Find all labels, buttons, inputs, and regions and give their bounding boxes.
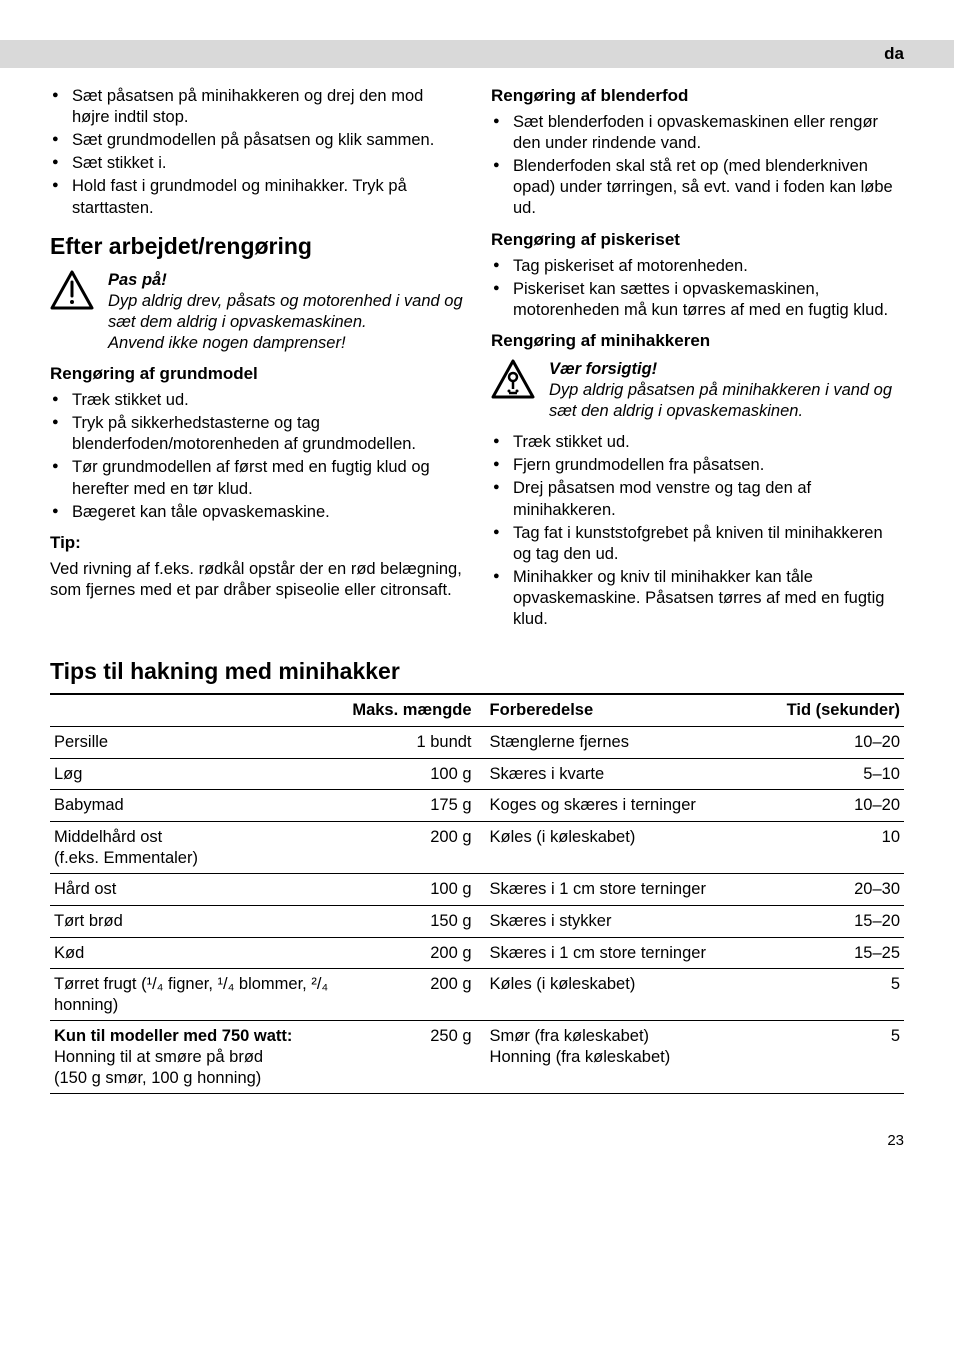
caution-title: Vær forsigtig! <box>549 359 904 380</box>
list-item: Sæt påsatsen på minihakkeren og drej den… <box>50 86 463 128</box>
heading-blenderfod: Rengøring af blenderfod <box>491 86 904 106</box>
list-item: Blenderfoden skal stå ret op (med blende… <box>491 156 904 219</box>
cell-time: 15–20 <box>767 905 904 937</box>
table-row: Hård ost100 gSkæres i 1 cm store terning… <box>50 874 904 906</box>
page-number: 23 <box>50 1132 904 1149</box>
cell-amount: 100 g <box>340 874 485 906</box>
cell-name: Kun til modeller med 750 watt:Honning ti… <box>50 1021 340 1094</box>
cell-time: 5 <box>767 969 904 1021</box>
th-time: Tid (sekunder) <box>767 694 904 727</box>
cell-prep: Koges og skæres i terninger <box>486 790 768 822</box>
cell-prep: Køles (i køleskabet) <box>486 969 768 1021</box>
table-row: Tørret frugt (¹/₄ figner, ¹/₄ blommer, ²… <box>50 969 904 1021</box>
cell-time: 10 <box>767 822 904 874</box>
list-item: Tryk på sikkerhedstasterne og tag blende… <box>50 413 463 455</box>
table-row: Middelhård ost(f.eks. Emmentaler)200 gKø… <box>50 822 904 874</box>
tip-heading: Tip: <box>50 533 463 553</box>
tips-heading: Tips til hakning med minihakker <box>50 658 904 685</box>
list-item: Sæt blenderfoden i opvaskemaskinen eller… <box>491 112 904 154</box>
table-row: Tørt brød150 gSkæres i stykker15–20 <box>50 905 904 937</box>
cell-amount: 100 g <box>340 758 485 790</box>
cell-time: 5–10 <box>767 758 904 790</box>
list-item: Drej påsatsen mod venstre og tag den af … <box>491 478 904 520</box>
header-bar: da <box>0 40 954 68</box>
th-name <box>50 694 340 727</box>
cell-time: 10–20 <box>767 727 904 759</box>
cell-time: 5 <box>767 1021 904 1094</box>
tip-body: Ved rivning af f.eks. rødkål opstår der … <box>50 559 463 601</box>
cell-prep: Smør (fra køleskabet)Honning (fra kølesk… <box>486 1021 768 1094</box>
cell-prep: Skæres i stykker <box>486 905 768 937</box>
cell-name: Tørt brød <box>50 905 340 937</box>
warning-title: Pas på! <box>108 270 463 291</box>
warning-triangle-icon <box>50 270 94 310</box>
cell-name: Babymad <box>50 790 340 822</box>
warning-forsigtig: Vær forsigtig! Dyp aldrig påsatsen på mi… <box>491 359 904 422</box>
cell-prep: Skæres i kvarte <box>486 758 768 790</box>
table-row: Løg100 gSkæres i kvarte5–10 <box>50 758 904 790</box>
grundmodel-bullet-list: Træk stikket ud.Tryk på sikkerhedstaster… <box>50 390 463 523</box>
intro-bullet-list: Sæt påsatsen på minihakkeren og drej den… <box>50 86 463 219</box>
th-prep: Forberedelse <box>486 694 768 727</box>
th-amount: Maks. mængde <box>340 694 485 727</box>
cell-amount: 250 g <box>340 1021 485 1094</box>
table-row: Babymad175 gKoges og skæres i terninger1… <box>50 790 904 822</box>
cell-time: 10–20 <box>767 790 904 822</box>
cell-name: Hård ost <box>50 874 340 906</box>
heading-minihakkeren: Rengøring af minihakkeren <box>491 331 904 351</box>
cell-amount: 175 g <box>340 790 485 822</box>
table-row: Persille1 bundtStænglerne fjernes10–20 <box>50 727 904 759</box>
caution-body: Dyp aldrig påsatsen på minihakkeren i va… <box>549 380 904 422</box>
warning-pas-pa: Pas på! Dyp aldrig drev, påsats og motor… <box>50 270 463 354</box>
cell-name: Løg <box>50 758 340 790</box>
lang-code: da <box>884 44 904 64</box>
left-column: Sæt påsatsen på minihakkeren og drej den… <box>50 86 463 636</box>
heading-grundmodel: Rengøring af grundmodel <box>50 364 463 384</box>
list-item: Sæt stikket i. <box>50 153 463 174</box>
blenderfod-bullet-list: Sæt blenderfoden i opvaskemaskinen eller… <box>491 112 904 220</box>
cell-name: Kød <box>50 937 340 969</box>
cell-amount: 1 bundt <box>340 727 485 759</box>
heading-piskeriset: Rengøring af piskeriset <box>491 230 904 250</box>
piskeriset-bullet-list: Tag piskeriset af motorenheden.Piskerise… <box>491 256 904 321</box>
right-column: Rengøring af blenderfod Sæt blenderfoden… <box>491 86 904 636</box>
tips-table: Maks. mængde Forberedelse Tid (sekunder)… <box>50 693 904 1094</box>
list-item: Træk stikket ud. <box>50 390 463 411</box>
cell-name: Tørret frugt (¹/₄ figner, ¹/₄ blommer, ²… <box>50 969 340 1021</box>
list-item: Piskeriset kan sættes i opvaskemaskinen,… <box>491 279 904 321</box>
list-item: Tør grundmodellen af først med en fugtig… <box>50 457 463 499</box>
cell-name: Middelhård ost(f.eks. Emmentaler) <box>50 822 340 874</box>
list-item: Minihakker og kniv til minihakker kan tå… <box>491 567 904 630</box>
list-item: Fjern grundmodellen fra påsatsen. <box>491 455 904 476</box>
table-row: Kun til modeller med 750 watt:Honning ti… <box>50 1021 904 1094</box>
cell-prep: Skæres i 1 cm store terninger <box>486 937 768 969</box>
cell-name: Persille <box>50 727 340 759</box>
table-row: Kød200 gSkæres i 1 cm store terninger15–… <box>50 937 904 969</box>
list-item: Sæt grundmodellen på påsatsen og klik sa… <box>50 130 463 151</box>
cell-prep: Stænglerne fjernes <box>486 727 768 759</box>
caution-triangle-icon <box>491 359 535 399</box>
heading-after-work: Efter arbejdet/rengøring <box>50 233 463 260</box>
list-item: Hold fast i grundmodel og minihakker. Tr… <box>50 176 463 218</box>
list-item: Træk stikket ud. <box>491 432 904 453</box>
list-item: Tag fat i kunststofgrebet på kniven til … <box>491 523 904 565</box>
cell-amount: 200 g <box>340 937 485 969</box>
warning-body: Dyp aldrig drev, påsats og motorenhed i … <box>108 291 463 354</box>
minihak-bullet-list: Træk stikket ud.Fjern grundmodellen fra … <box>491 432 904 630</box>
list-item: Bægeret kan tåle opvaskemaskine. <box>50 502 463 523</box>
cell-prep: Køles (i køleskabet) <box>486 822 768 874</box>
cell-time: 15–25 <box>767 937 904 969</box>
cell-amount: 200 g <box>340 969 485 1021</box>
cell-prep: Skæres i 1 cm store terninger <box>486 874 768 906</box>
list-item: Tag piskeriset af motorenheden. <box>491 256 904 277</box>
cell-time: 20–30 <box>767 874 904 906</box>
cell-amount: 200 g <box>340 822 485 874</box>
cell-amount: 150 g <box>340 905 485 937</box>
